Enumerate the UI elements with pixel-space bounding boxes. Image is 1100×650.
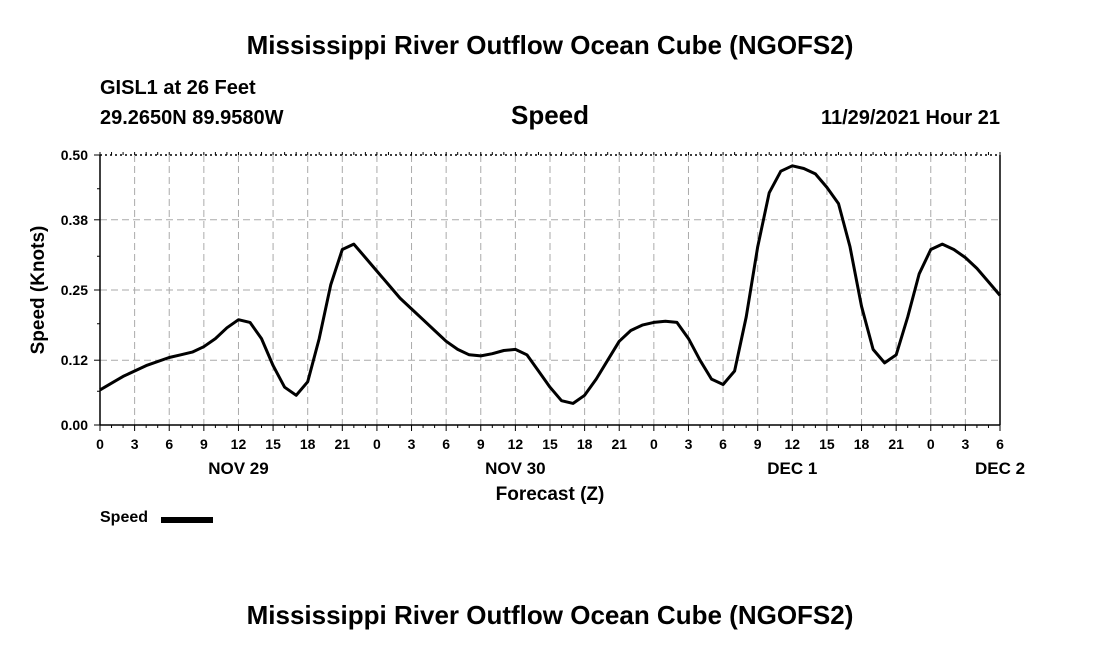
x-tick-label: 15 bbox=[819, 436, 835, 452]
y-tick-label: 0.00 bbox=[61, 417, 88, 433]
x-tick-label: 15 bbox=[542, 436, 558, 452]
y-tick-label: 0.25 bbox=[61, 282, 88, 298]
x-tick-label: 21 bbox=[888, 436, 904, 452]
legend-label: Speed bbox=[100, 509, 149, 526]
x-day-label: NOV 30 bbox=[485, 459, 545, 478]
forecast-timestamp: 11/29/2021 Hour 21 bbox=[820, 107, 1000, 129]
y-tick-label: 0.38 bbox=[61, 212, 88, 228]
x-tick-label: 6 bbox=[719, 436, 727, 452]
x-tick-label: 18 bbox=[300, 436, 316, 452]
x-tick-label: 18 bbox=[577, 436, 593, 452]
x-tick-label: 3 bbox=[408, 436, 416, 452]
speed-series-line bbox=[99, 164, 1002, 405]
x-tick-label: 6 bbox=[996, 436, 1004, 452]
x-tick-label: 21 bbox=[611, 436, 627, 452]
x-tick-label: 12 bbox=[231, 436, 247, 452]
x-tick-label: 0 bbox=[373, 436, 381, 452]
x-tick-label: 3 bbox=[131, 436, 139, 452]
x-day-label: DEC 2 bbox=[975, 459, 1025, 478]
x-day-label: NOV 29 bbox=[208, 459, 268, 478]
station-coords: 29.2650N 89.9580W bbox=[100, 107, 284, 129]
y-tick-label: 0.12 bbox=[61, 352, 88, 368]
x-tick-label: 12 bbox=[785, 436, 801, 452]
x-tick-label: 9 bbox=[754, 436, 762, 452]
x-tick-label: 18 bbox=[854, 436, 870, 452]
x-tick-label: 3 bbox=[961, 436, 969, 452]
x-tick-label: 21 bbox=[335, 436, 351, 452]
x-day-label: DEC 1 bbox=[767, 459, 817, 478]
chart-title: Mississippi River Outflow Ocean Cube (NG… bbox=[246, 30, 854, 60]
y-axis-label: Speed (Knots) bbox=[28, 226, 49, 355]
x-tick-label: 3 bbox=[685, 436, 693, 452]
y-tick-label: 0.50 bbox=[61, 147, 88, 163]
x-axis-label: Forecast (Z) bbox=[496, 484, 605, 505]
x-tick-label: 9 bbox=[477, 436, 485, 452]
x-tick-label: 0 bbox=[650, 436, 658, 452]
plot-title: Speed bbox=[510, 100, 590, 130]
legend-swatch bbox=[161, 517, 213, 523]
x-tick-label: 9 bbox=[200, 436, 208, 452]
x-tick-label: 6 bbox=[165, 436, 173, 452]
x-tick-label: 0 bbox=[96, 436, 104, 452]
x-tick-label: 0 bbox=[927, 436, 935, 452]
station-label: GISL1 at 26 Feet bbox=[100, 77, 256, 99]
x-tick-label: 12 bbox=[508, 436, 524, 452]
x-tick-label: 6 bbox=[442, 436, 450, 452]
x-tick-label: 15 bbox=[265, 436, 281, 452]
footer-title: Mississippi River Outflow Ocean Cube (NG… bbox=[246, 600, 854, 630]
